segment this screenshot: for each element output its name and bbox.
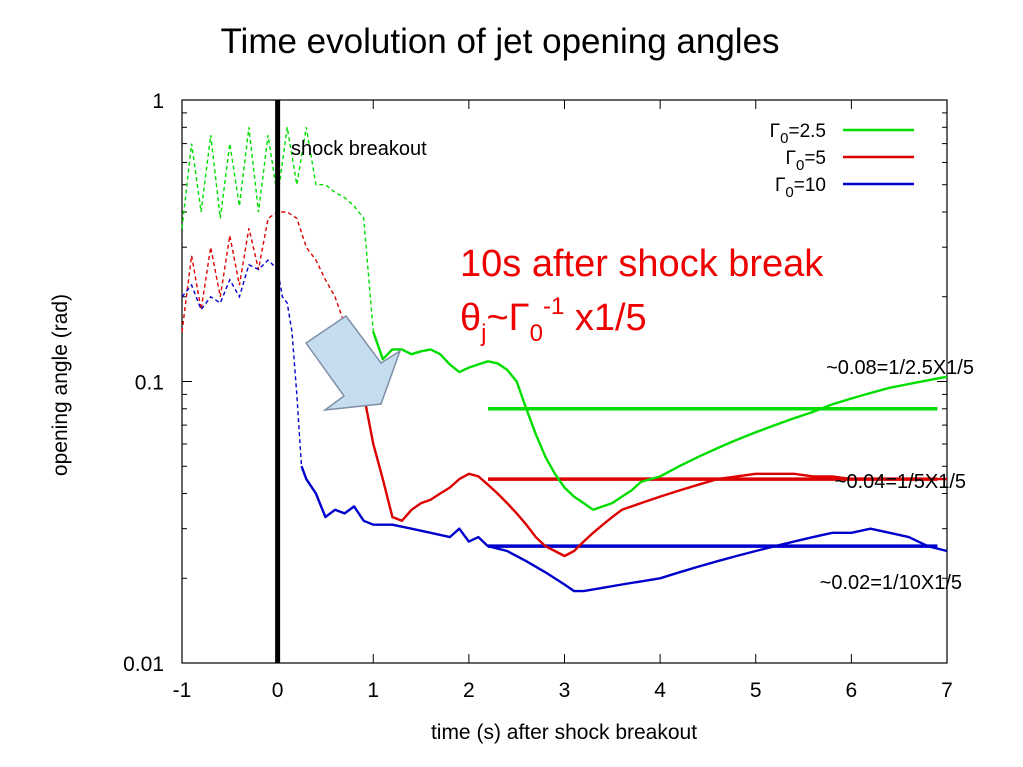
series-line-dashed xyxy=(181,211,360,370)
legend-subscript: 0 xyxy=(785,184,793,201)
arrow-icon xyxy=(304,314,402,412)
legend-entry-gamma-5: Γ0=5 xyxy=(786,148,914,174)
legend-symbol: Γ xyxy=(770,121,780,142)
y-axis-label: opening angle (rad) xyxy=(49,294,72,476)
x-tick-label: 2 xyxy=(463,679,475,702)
series-line xyxy=(300,465,948,593)
note-line-1: 10s after shock break xyxy=(460,243,824,285)
slide-title: Time evolution of jet opening angles xyxy=(220,22,780,61)
x-tick-label: 6 xyxy=(846,679,858,702)
legend-entry-gamma-2-5: Γ0=2.5 xyxy=(770,121,914,147)
tick-labels: -1 0 1 2 3 4 5 6 7 1 0.1 0.01 xyxy=(123,90,953,702)
legend: Γ0=2.5 Γ0=5 Γ0=10 xyxy=(770,121,914,201)
legend-symbol: Γ xyxy=(775,175,785,196)
legend-entry-gamma-10: Γ0=10 xyxy=(775,175,914,201)
x-tick-label: 5 xyxy=(750,679,762,702)
ref-label-green: ~0.08=1/2.5X1/5 xyxy=(826,357,974,379)
x-tick-label: 1 xyxy=(367,679,379,702)
series-line xyxy=(372,331,948,511)
y-tick-label: 0.01 xyxy=(123,653,164,676)
series-line-dashed xyxy=(181,259,303,467)
series-line xyxy=(357,369,947,558)
legend-value: =5 xyxy=(804,148,826,169)
y-tick-label: 0.1 xyxy=(135,372,164,395)
y-tick-label: 1 xyxy=(152,90,164,113)
x-tick-label: 3 xyxy=(559,679,571,702)
svg-text:Γ0=2.5: Γ0=2.5 xyxy=(770,121,826,147)
svg-text:Γ0=10: Γ0=10 xyxy=(775,175,826,201)
ref-label-red: ~0.04=1/5X1/5 xyxy=(835,471,966,493)
legend-symbol: Γ xyxy=(786,148,796,169)
legend-subscript: 0 xyxy=(780,130,788,147)
legend-value: =2.5 xyxy=(788,121,826,142)
shock-breakout-label: shock breakout xyxy=(291,138,427,160)
x-tick-label: -1 xyxy=(173,679,192,702)
legend-value: =10 xyxy=(794,175,826,196)
legend-subscript: 0 xyxy=(796,157,804,174)
note-line-2: θj~Γ0-1 x1/5 xyxy=(460,293,647,347)
svg-text:Γ0=5: Γ0=5 xyxy=(786,148,826,174)
axis-ticks xyxy=(181,99,948,664)
x-tick-label: 0 xyxy=(272,679,284,702)
x-tick-label: 7 xyxy=(941,679,953,702)
x-axis-label: time (s) after shock breakout xyxy=(431,721,697,744)
x-tick-label: 4 xyxy=(654,679,666,702)
ref-label-blue: ~0.02=1/10X1/5 xyxy=(820,572,962,594)
